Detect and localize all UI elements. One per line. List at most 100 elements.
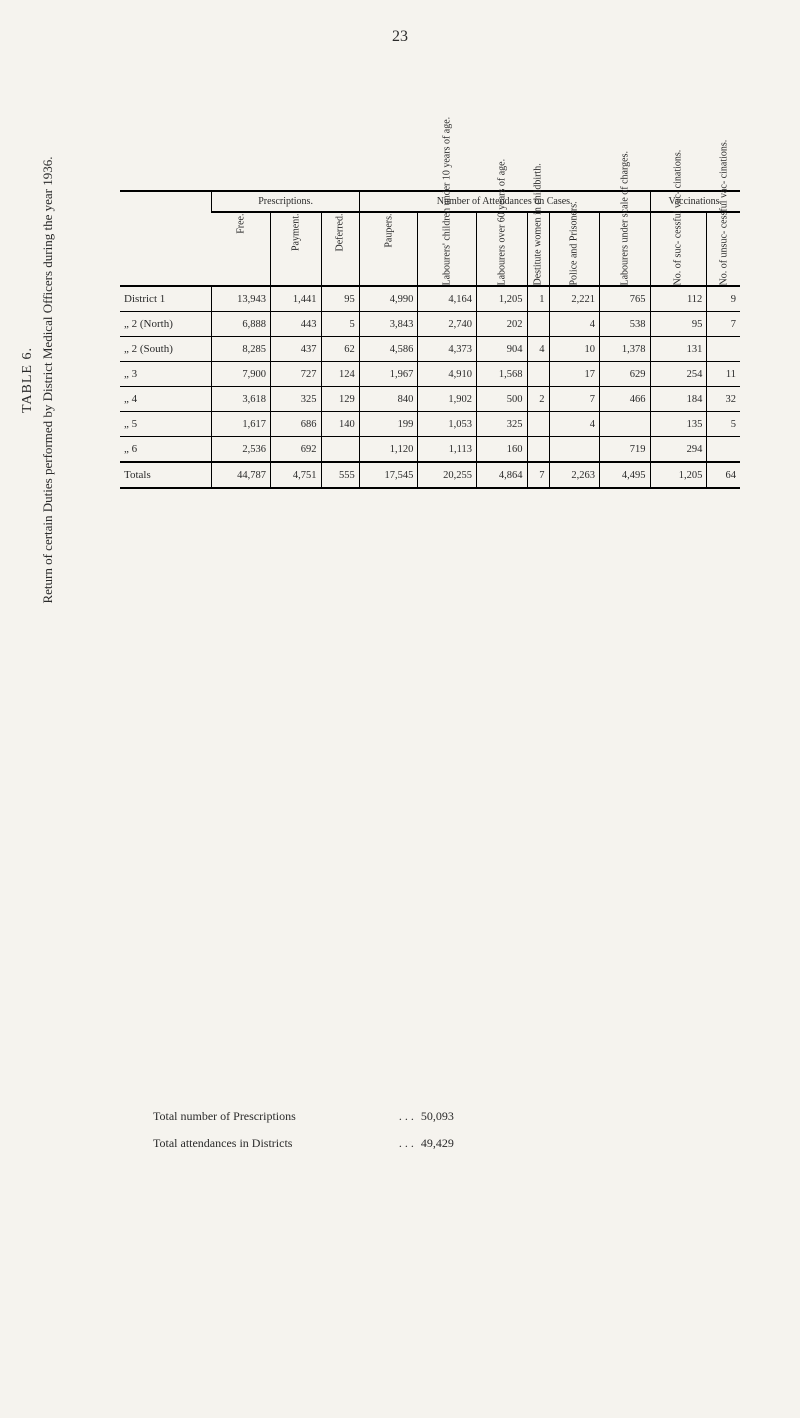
- data-cell: 7: [707, 312, 740, 337]
- column-header: Free.: [212, 212, 271, 286]
- table-row: District 113,9431,441954,9904,1641,20512…: [120, 286, 740, 312]
- data-cell: [527, 312, 549, 337]
- data-cell: 1,205: [477, 286, 527, 312]
- data-cell: 2,221: [549, 286, 599, 312]
- column-header: Police and Prisoners.: [549, 212, 599, 286]
- footer-attendances-value: 49,429: [420, 1131, 455, 1156]
- data-cell: 1,568: [477, 362, 527, 387]
- data-cell: 692: [271, 437, 321, 463]
- data-cell: 686: [271, 412, 321, 437]
- data-cell: [707, 437, 740, 463]
- page-number: 23: [392, 28, 408, 46]
- column-header: Labourers' children under 10 years of ag…: [418, 212, 477, 286]
- data-cell: 160: [477, 437, 527, 463]
- column-header: Payment.: [271, 212, 321, 286]
- column-header-label: Free.: [235, 214, 246, 286]
- district-name: „ 5: [120, 412, 212, 437]
- column-header: Deferred.: [321, 212, 359, 286]
- table-row: „ 43,6183251298401,9025002746618432: [120, 387, 740, 412]
- table-row: „ 37,9007271241,9674,9101,5681762925411: [120, 362, 740, 387]
- data-cell: 95: [321, 286, 359, 312]
- data-cell: 10: [549, 337, 599, 362]
- totals-cell: 555: [321, 462, 359, 488]
- column-header-label: Labourers over 60 years of age.: [496, 214, 507, 286]
- table-number: TABLE 6.: [20, 20, 36, 740]
- data-cell: [707, 337, 740, 362]
- data-cell: 904: [477, 337, 527, 362]
- data-cell: 140: [321, 412, 359, 437]
- data-cell: 466: [600, 387, 650, 412]
- table-row: „ 2 (South)8,285437624,5864,3739044101,3…: [120, 337, 740, 362]
- table-caption: Return of certain Duties performed by Di…: [40, 20, 56, 740]
- data-cell: 4,164: [418, 286, 477, 312]
- district-name: „ 3: [120, 362, 212, 387]
- data-cell: 1,902: [418, 387, 477, 412]
- column-header: Labourers over 60 years of age.: [477, 212, 527, 286]
- data-cell: 2,536: [212, 437, 271, 463]
- column-header: Labourers under scale of charges.: [600, 212, 650, 286]
- data-cell: [600, 412, 650, 437]
- footer-prescriptions-value: 50,093: [420, 1104, 455, 1129]
- data-cell: 4,990: [359, 286, 418, 312]
- data-cell: 199: [359, 412, 418, 437]
- data-cell: 325: [477, 412, 527, 437]
- table-row: „ 2 (North)6,88844353,8432,7402024538957: [120, 312, 740, 337]
- data-cell: 17: [549, 362, 599, 387]
- column-header: No. of suc- cessful vac- cinations.: [650, 212, 707, 286]
- data-cell: 6,888: [212, 312, 271, 337]
- data-cell: 32: [707, 387, 740, 412]
- column-header: Paupers.: [359, 212, 418, 286]
- data-cell: 9: [707, 286, 740, 312]
- column-header-label: No. of unsuc- cessful vac- cinations.: [718, 214, 729, 286]
- data-cell: 2: [527, 387, 549, 412]
- data-cell: 500: [477, 387, 527, 412]
- data-cell: 325: [271, 387, 321, 412]
- data-cell: 13,943: [212, 286, 271, 312]
- data-cell: 184: [650, 387, 707, 412]
- data-cell: 131: [650, 337, 707, 362]
- data-cell: 1,967: [359, 362, 418, 387]
- column-header-label: Destitute women in childbirth.: [533, 214, 544, 286]
- data-cell: 4,910: [418, 362, 477, 387]
- data-cell: 4: [527, 337, 549, 362]
- column-header: Destitute women in childbirth.: [527, 212, 549, 286]
- totals-cell: 17,545: [359, 462, 418, 488]
- data-cell: 727: [271, 362, 321, 387]
- data-cell: 202: [477, 312, 527, 337]
- data-cell: [527, 362, 549, 387]
- column-header-label: Police and Prisoners.: [569, 214, 580, 286]
- column-header-label: Labourers' children under 10 years of ag…: [442, 214, 453, 286]
- data-cell: 1,378: [600, 337, 650, 362]
- data-cell: [527, 412, 549, 437]
- footer-attendances-label: Total attendances in Districts: [152, 1131, 396, 1156]
- totals-cell: 4,864: [477, 462, 527, 488]
- column-header: No. of unsuc- cessful vac- cinations.: [707, 212, 740, 286]
- district-name: District 1: [120, 286, 212, 312]
- district-name: „ 2 (North): [120, 312, 212, 337]
- data-cell: 4: [549, 412, 599, 437]
- data-cell: 1,120: [359, 437, 418, 463]
- totals-cell: 7: [527, 462, 549, 488]
- data-cell: 765: [600, 286, 650, 312]
- data-cell: 11: [707, 362, 740, 387]
- dots: ...: [398, 1131, 418, 1156]
- data-cell: 95: [650, 312, 707, 337]
- column-header-label: No. of suc- cessful vac- cinations.: [673, 214, 684, 286]
- column-header-label: Payment.: [290, 214, 301, 286]
- data-cell: 8,285: [212, 337, 271, 362]
- district-name: „ 6: [120, 437, 212, 463]
- column-header-label: Paupers.: [383, 214, 394, 286]
- totals-cell: 1,205: [650, 462, 707, 488]
- data-cell: 1,053: [418, 412, 477, 437]
- totals-cell: 64: [707, 462, 740, 488]
- data-cell: [321, 437, 359, 463]
- data-cell: 3,618: [212, 387, 271, 412]
- district-name: „ 2 (South): [120, 337, 212, 362]
- data-cell: 4,586: [359, 337, 418, 362]
- data-cell: 112: [650, 286, 707, 312]
- district-header-blank: [120, 191, 212, 286]
- data-table-wrap: Prescriptions. Number of Attendances on …: [120, 190, 740, 489]
- data-cell: 5: [707, 412, 740, 437]
- title-block: TABLE 6. Return of certain Duties perfor…: [20, 20, 56, 740]
- data-cell: 62: [321, 337, 359, 362]
